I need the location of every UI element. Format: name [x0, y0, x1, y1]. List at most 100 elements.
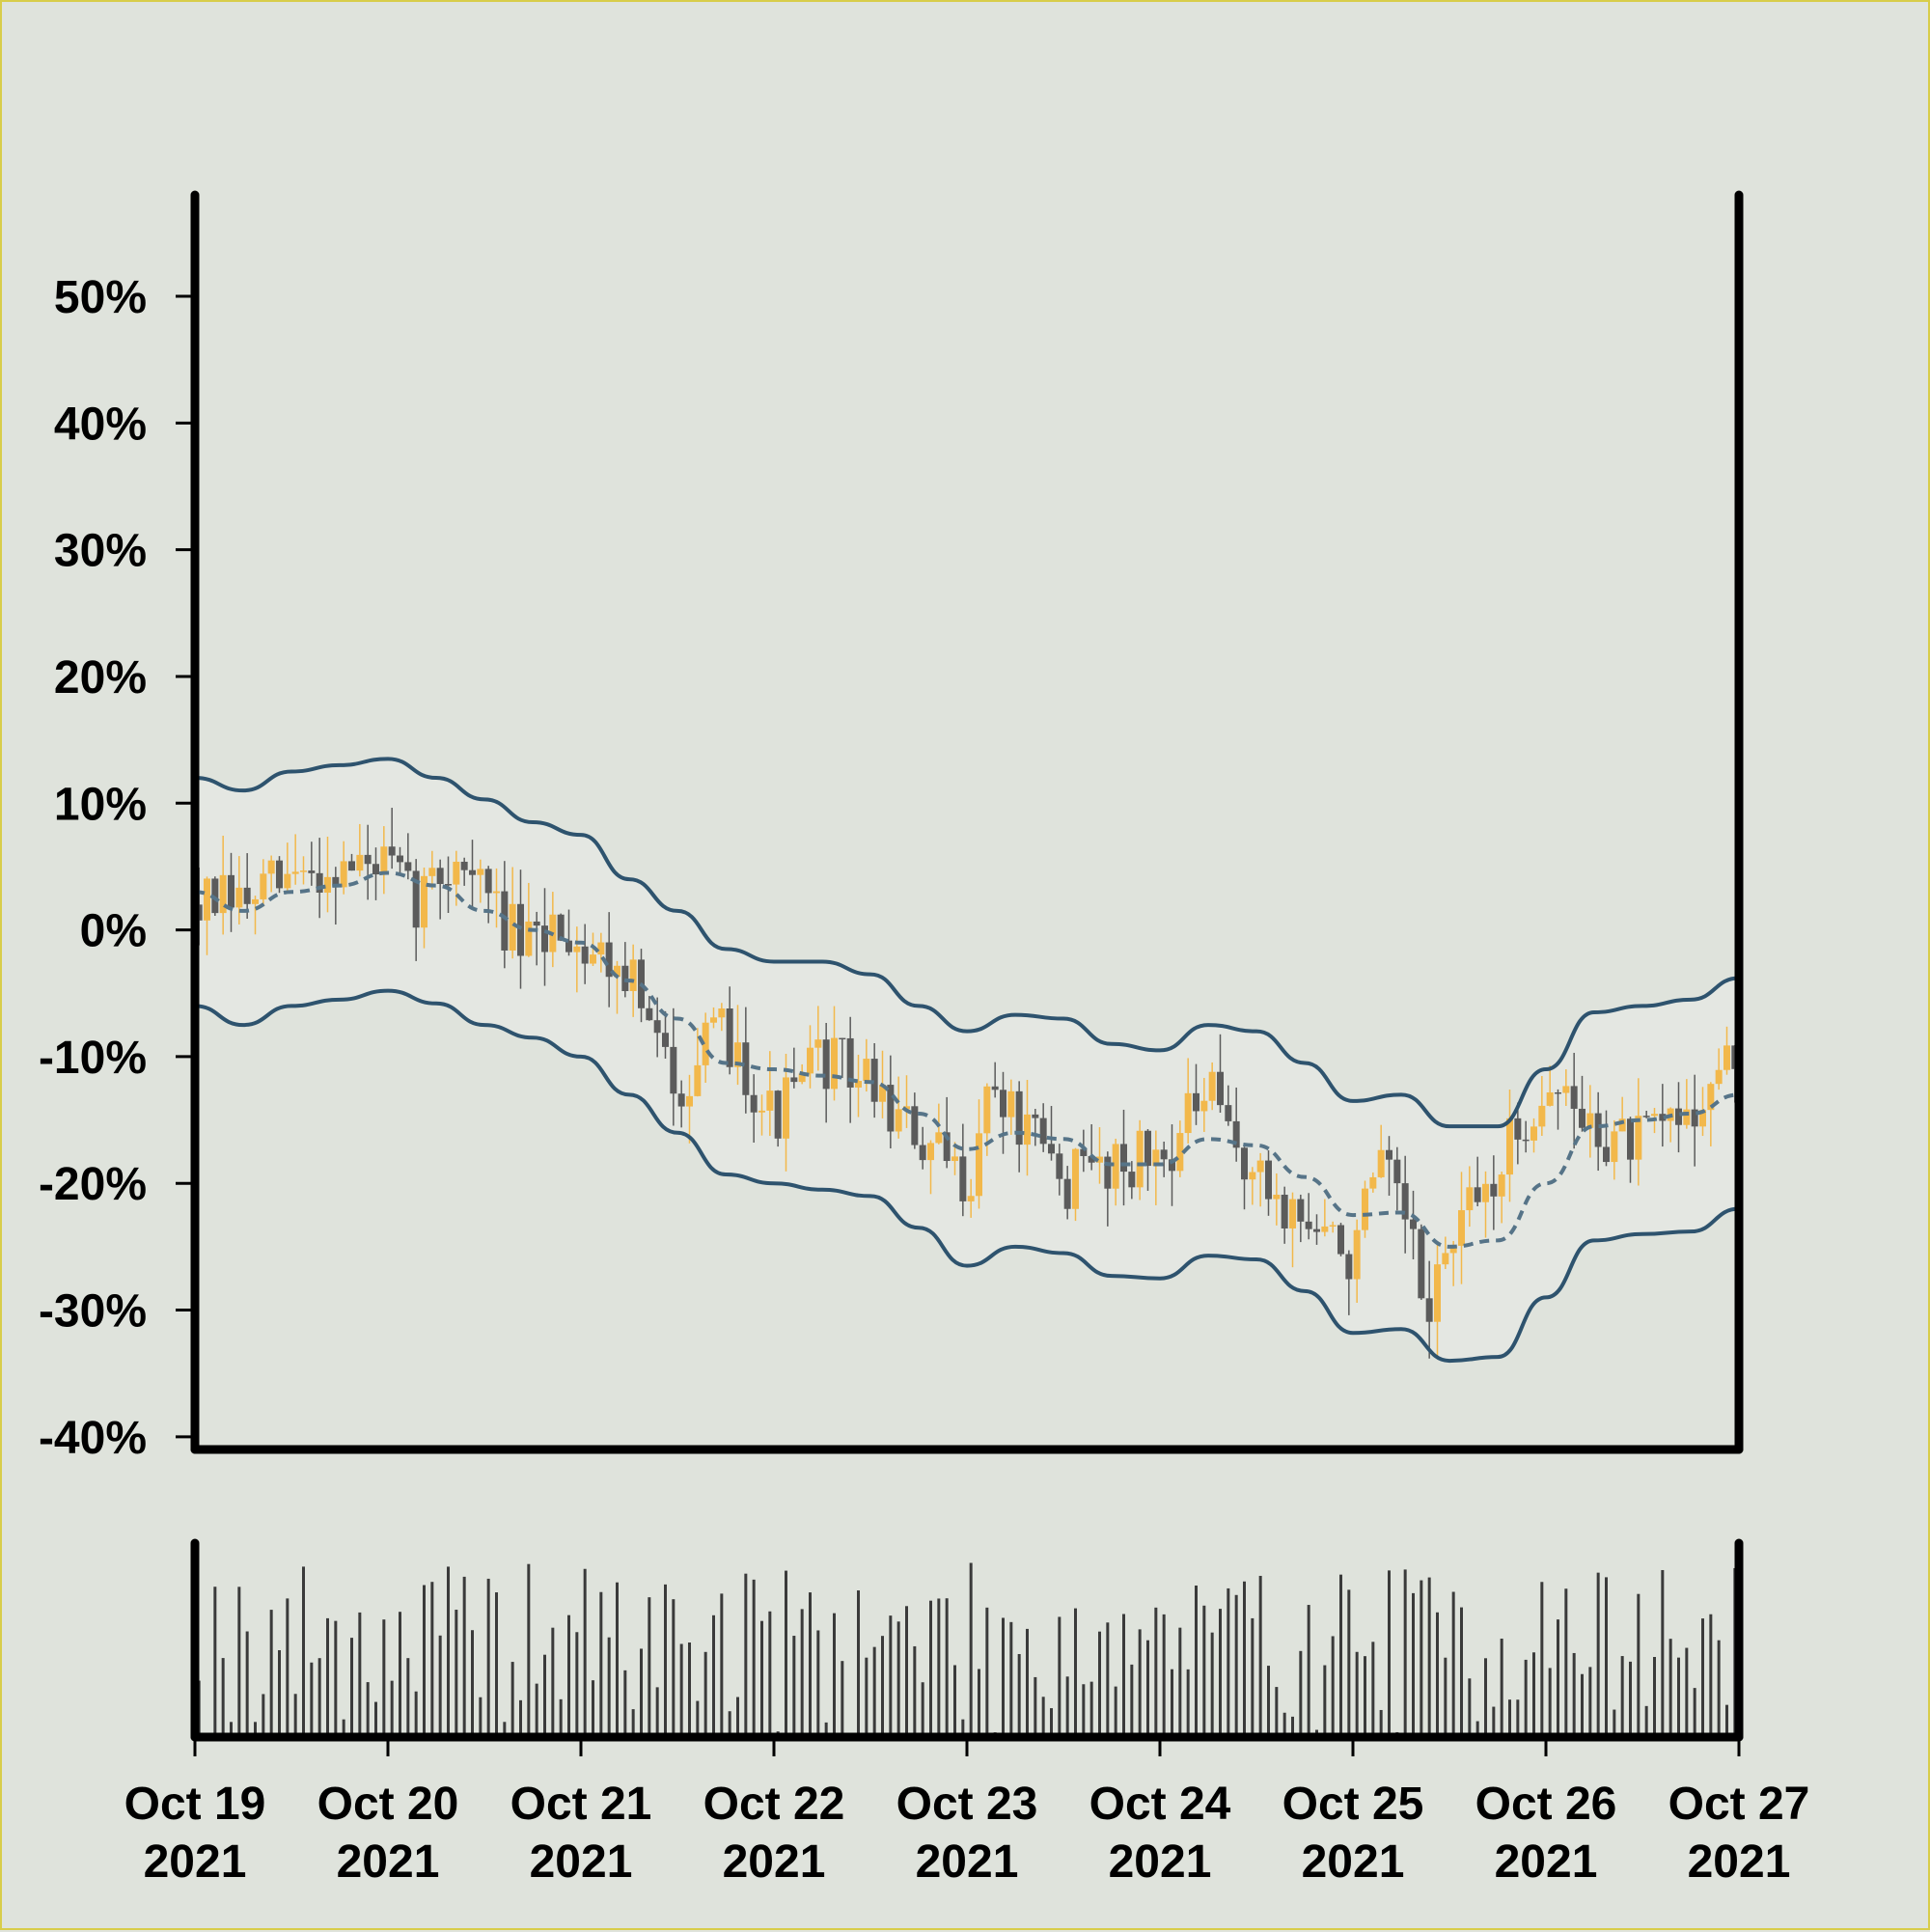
volume-bar	[623, 1670, 626, 1737]
volume-bar	[374, 1702, 377, 1737]
candle-body	[1723, 1045, 1730, 1069]
candle-body	[823, 1039, 830, 1089]
candle-body	[1538, 1106, 1545, 1126]
volume-bar	[978, 1669, 980, 1737]
volume-bar	[897, 1621, 900, 1737]
candle-body	[1161, 1149, 1168, 1159]
volume-bar	[1444, 1658, 1447, 1737]
volume-bar	[1308, 1605, 1310, 1737]
candle-body	[983, 1087, 990, 1134]
volume-bar	[1588, 1667, 1591, 1737]
volume-bar	[929, 1601, 932, 1737]
candle-body	[356, 855, 363, 870]
candle-body	[582, 947, 589, 964]
candle-body	[461, 862, 468, 870]
candle-body	[1547, 1092, 1554, 1106]
candle-body	[951, 1156, 958, 1161]
volume-bar	[326, 1618, 329, 1737]
candle-body	[896, 1109, 902, 1131]
volume-bar	[946, 1598, 949, 1737]
volume-bar	[1323, 1666, 1326, 1737]
volume-bar	[1042, 1697, 1045, 1737]
candle-body	[1482, 1184, 1489, 1202]
volume-bar	[1669, 1639, 1672, 1737]
volume-bar	[768, 1612, 771, 1737]
candle-body	[276, 861, 283, 889]
volume-bar	[1243, 1582, 1246, 1737]
volume-bar	[511, 1662, 514, 1737]
volume-bar	[881, 1636, 884, 1737]
volume-bar	[640, 1648, 643, 1737]
candle-body	[1499, 1174, 1505, 1197]
volume-bar	[1122, 1614, 1125, 1737]
volume-bar	[1347, 1589, 1350, 1737]
candle-body	[228, 875, 234, 908]
candle-body	[493, 892, 500, 894]
candle-body	[1418, 1229, 1424, 1299]
volume-bar	[278, 1650, 281, 1737]
candle-body	[1113, 1144, 1119, 1188]
candle-body	[1056, 1153, 1062, 1178]
candle-body	[742, 1042, 749, 1095]
volume-bars	[198, 1563, 1737, 1737]
y-tick-label: 0%	[80, 906, 147, 957]
volume-bar	[350, 1638, 353, 1737]
volume-bar	[551, 1628, 554, 1737]
candle-body	[380, 846, 387, 874]
volume-bar	[1532, 1652, 1535, 1737]
volume-bar	[937, 1598, 940, 1737]
volume-bar	[1235, 1595, 1238, 1737]
volume-bar	[857, 1590, 860, 1737]
volume-bar	[1605, 1577, 1608, 1737]
candle-body	[814, 1039, 821, 1048]
volume-bar	[1564, 1588, 1567, 1737]
volume-bar	[423, 1586, 426, 1737]
candle-body	[1297, 1200, 1304, 1222]
candle-body	[1369, 1177, 1376, 1189]
x-tick-label-year: 2021	[916, 1836, 1019, 1888]
y-tick-label: 20%	[54, 652, 147, 704]
volume-bar	[1718, 1641, 1721, 1737]
candle-body	[1595, 1114, 1602, 1147]
candle-body	[927, 1143, 934, 1160]
candle-body	[1716, 1070, 1723, 1084]
x-tick-label-date: Oct 23	[896, 1779, 1038, 1830]
candle-body	[469, 870, 476, 875]
volume-bar	[985, 1608, 988, 1737]
volume-bar	[560, 1699, 563, 1737]
candle-body	[1144, 1131, 1151, 1166]
volume-bar	[712, 1615, 715, 1737]
volume-bar	[399, 1612, 401, 1737]
x-tick-label-year: 2021	[1109, 1836, 1212, 1888]
candle-body	[534, 922, 540, 925]
volume-bar	[1009, 1622, 1012, 1737]
volume-bar	[1066, 1676, 1069, 1737]
candle-body	[284, 874, 290, 889]
volume-bar	[1404, 1569, 1407, 1737]
volume-bar	[865, 1658, 868, 1737]
volume-bar	[463, 1577, 466, 1737]
candle-body	[758, 1111, 765, 1113]
volume-bar	[1540, 1582, 1543, 1737]
candle-body	[525, 922, 532, 956]
volume-bar	[567, 1615, 570, 1737]
volume-bar	[487, 1579, 490, 1737]
volume-bar	[801, 1609, 804, 1737]
volume-bar	[1629, 1662, 1632, 1737]
candle-body	[911, 1106, 918, 1145]
candle-body	[646, 1008, 652, 1020]
candle-body	[1571, 1086, 1578, 1109]
candle-body	[992, 1087, 999, 1090]
candle-body	[1442, 1253, 1448, 1264]
candle-body	[437, 868, 444, 884]
volume-bar	[1653, 1657, 1656, 1737]
candle-body	[1176, 1133, 1183, 1171]
volume-bar	[294, 1694, 297, 1737]
volume-bar	[1074, 1609, 1077, 1737]
candle-body	[1627, 1118, 1634, 1159]
volume-bar	[953, 1665, 956, 1737]
candle-body	[1120, 1144, 1127, 1172]
volume-bar	[1090, 1682, 1093, 1737]
x-tick-label-year: 2021	[723, 1836, 826, 1888]
band-fill	[195, 759, 1739, 1361]
